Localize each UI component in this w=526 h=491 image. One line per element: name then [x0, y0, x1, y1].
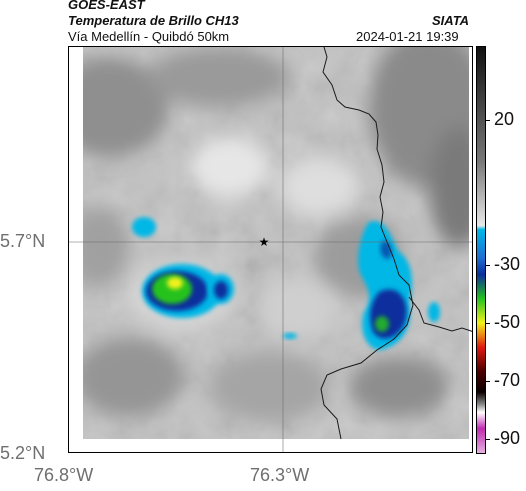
- colorbar-tick: [486, 380, 490, 382]
- colorbar-tick: [486, 322, 490, 324]
- colorbar-tick-label: -30: [494, 253, 521, 274]
- star-icon: ★: [259, 235, 270, 249]
- colorbar-tick: [486, 119, 490, 121]
- colorbar: [476, 46, 486, 454]
- product-title: Temperatura de Brillo CH13: [68, 13, 239, 28]
- brightness-temperature-image: ★: [69, 47, 472, 452]
- colorbar-tick-label: -70: [494, 369, 521, 390]
- coastline-border: [320, 47, 414, 440]
- cold-cloud-left: [142, 264, 222, 318]
- colorbar-tick-label: -50: [494, 311, 521, 332]
- cold-cloud-north: [132, 217, 156, 237]
- colorbar-tick: [486, 438, 490, 440]
- lat-label-5-7: 5.7°N: [0, 231, 46, 251]
- colorbar-gradient: [477, 47, 485, 453]
- satellite-title: GOES-EAST: [68, 0, 145, 12]
- brand-label: SIATA: [432, 13, 470, 28]
- satellite-map: ★: [68, 46, 473, 453]
- country-border: [408, 296, 472, 332]
- lon-label-76-8: 76.8°W: [34, 465, 94, 485]
- colorbar-tick-label: 20: [494, 108, 515, 129]
- lat-label-5-2: 5.2°N: [0, 443, 46, 463]
- cold-cloud-small: [208, 274, 234, 304]
- datetime-label: 2024-01-21 19:39: [356, 29, 459, 44]
- cold-cloud-dot: [283, 333, 297, 339]
- region-label: Vía Medellín - Quibdó 50km: [68, 29, 230, 44]
- no-data-strip-right: [469, 47, 472, 452]
- cold-cloud-east: [358, 221, 440, 350]
- no-data-strip-left: [69, 47, 83, 452]
- no-data-strip-bottom: [69, 439, 472, 452]
- lon-label-76-3: 76.3°W: [250, 465, 310, 485]
- colorbar-tick: [486, 264, 490, 266]
- colorbar-tick-label: -90: [494, 427, 521, 448]
